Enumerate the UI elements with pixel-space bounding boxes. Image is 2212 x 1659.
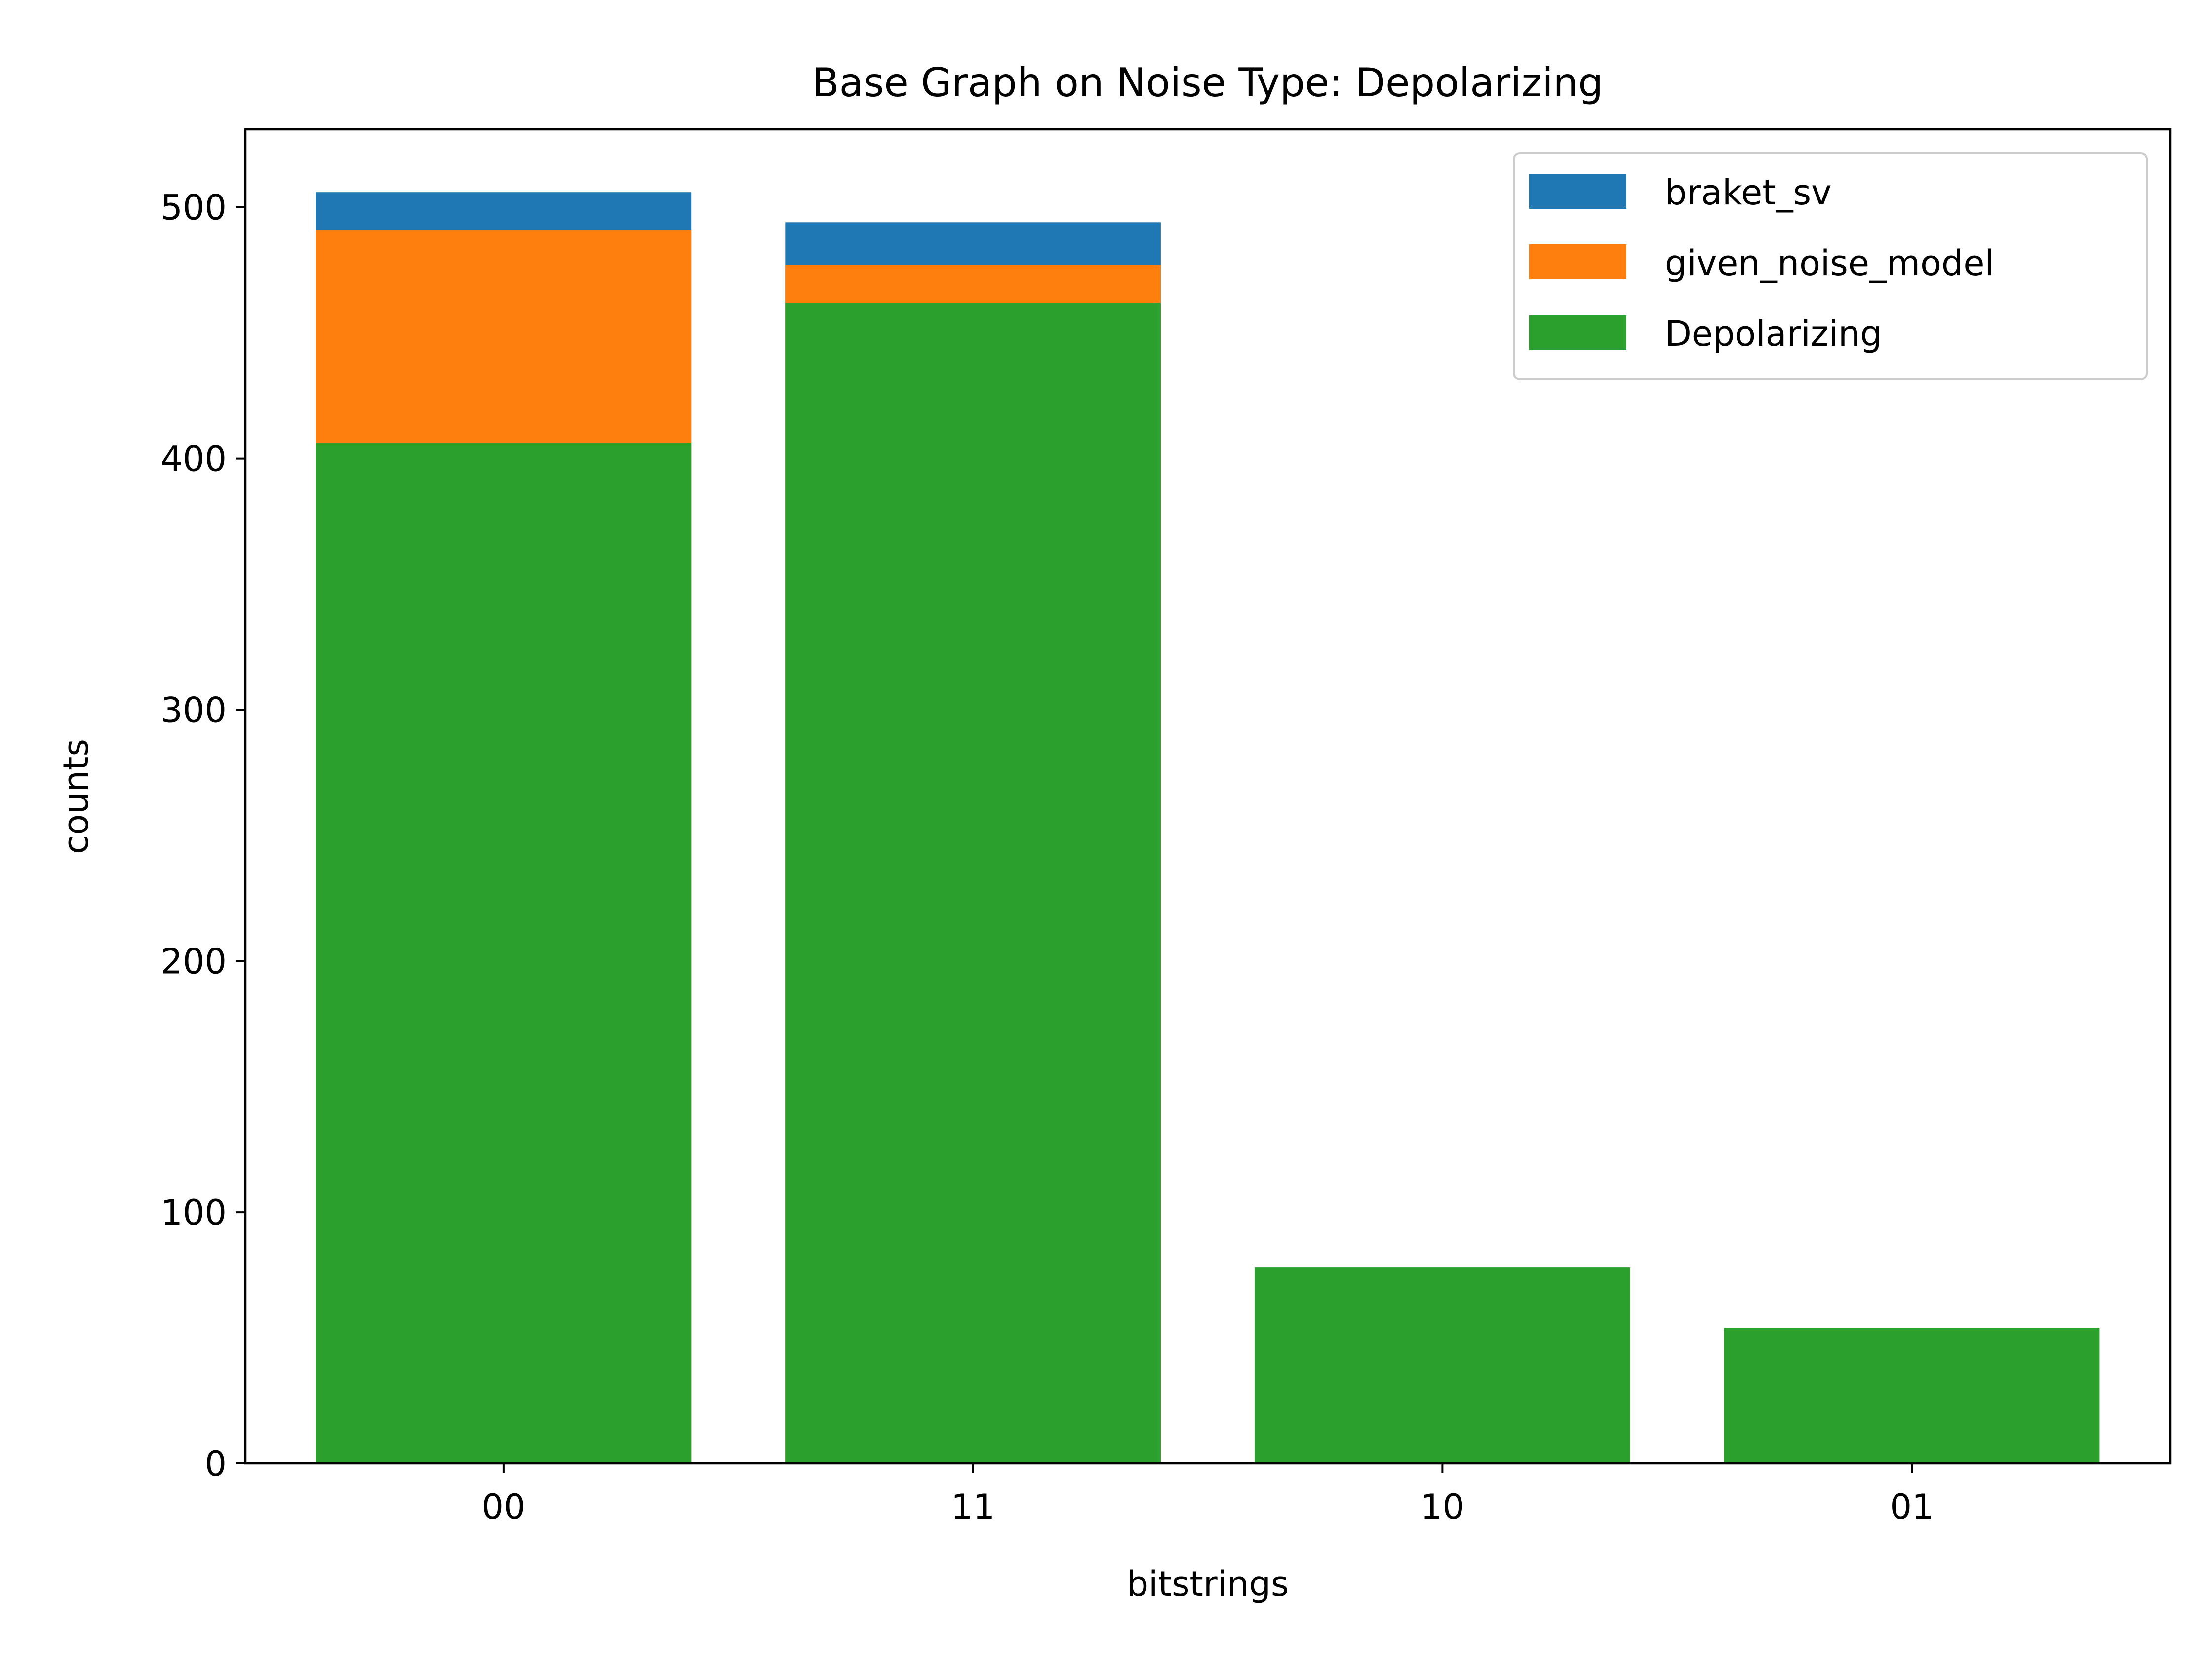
bar-Depolarizing-11 xyxy=(785,303,1161,1463)
bar-Depolarizing-01 xyxy=(1724,1328,2100,1463)
y-tick-label-200: 200 xyxy=(160,941,227,982)
legend-label-braket_sv: braket_sv xyxy=(1665,172,1832,213)
x-tick-label-00: 00 xyxy=(481,1487,525,1527)
y-axis-label: counts xyxy=(56,739,96,854)
y-tick-label-0: 0 xyxy=(204,1444,227,1484)
legend-swatch-Depolarizing xyxy=(1529,315,1626,350)
legend-swatch-given_noise_model xyxy=(1529,244,1626,279)
y-tick-label-400: 400 xyxy=(160,439,227,479)
x-axis-label: bitstrings xyxy=(1127,1564,1289,1604)
x-tick-label-01: 01 xyxy=(1890,1487,1934,1527)
y-axis-ticks: 0 100 200 300 400 500 xyxy=(160,188,245,1484)
legend-label-Depolarizing: Depolarizing xyxy=(1665,314,1882,354)
legend: braket_sv given_noise_model Depolarizing xyxy=(1513,152,2148,380)
legend-label-given_noise_model: given_noise_model xyxy=(1665,243,1994,283)
bar-Depolarizing-00 xyxy=(316,443,692,1463)
bar-Depolarizing-10 xyxy=(1255,1267,1630,1463)
legend-box xyxy=(1513,152,2148,380)
bars-layer xyxy=(316,192,2100,1464)
y-tick-label-100: 100 xyxy=(160,1192,227,1233)
x-axis-ticks: 00 11 10 01 xyxy=(481,1463,1934,1527)
chart-title: Base Graph on Noise Type: Depolarizing xyxy=(812,60,1603,106)
x-tick-label-10: 10 xyxy=(1421,1487,1464,1527)
legend-swatch-braket_sv xyxy=(1529,174,1626,209)
y-tick-label-300: 300 xyxy=(160,690,227,730)
y-tick-label-500: 500 xyxy=(160,188,227,228)
x-tick-label-11: 11 xyxy=(951,1487,995,1527)
plot-frame xyxy=(244,128,2172,1465)
